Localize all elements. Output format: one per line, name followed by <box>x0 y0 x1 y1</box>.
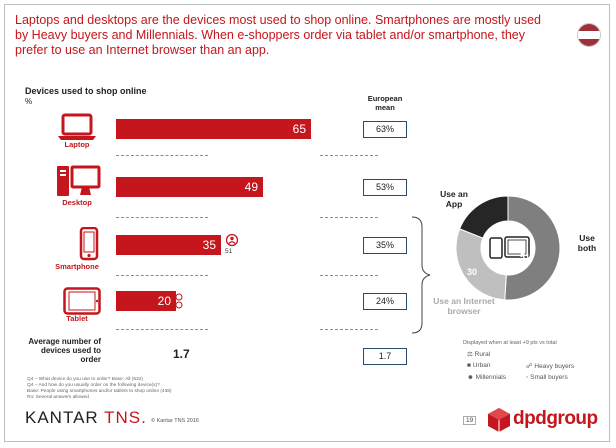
phone-tablet-icon <box>489 236 530 259</box>
headline: Laptops and desktops are the devices mos… <box>15 13 542 57</box>
dpd-logo: dpdgroup <box>513 408 598 429</box>
heavy-buyers-icon: ☍ <box>526 363 533 370</box>
dpd-cube-icon <box>488 408 510 432</box>
laptop-icon <box>58 113 96 140</box>
donut-value-both: 51 <box>520 252 531 262</box>
smartphone-sub-value: 51 <box>225 248 233 255</box>
copyright: © Kantar TNS 2016 <box>151 418 199 424</box>
slide: Laptops and desktops are the devices mos… <box>4 4 610 442</box>
device-label-laptop: Laptop <box>64 140 90 149</box>
separator <box>116 217 208 218</box>
smartphone-icon <box>79 227 99 261</box>
latvia-flag-icon <box>577 23 601 47</box>
page-number: 19 <box>463 416 477 425</box>
flag-band-top <box>578 24 600 32</box>
donut-slice-1 <box>455 228 507 301</box>
separator <box>320 155 378 156</box>
bar-value-label: 35 <box>202 238 216 252</box>
legend-heavy-buyers: ☍ Heavy buyers <box>526 363 575 370</box>
section-title: Devices used to shop online <box>25 86 147 96</box>
european-mean-header: European mean <box>367 94 403 112</box>
average-european-mean: 1.7 <box>363 348 407 365</box>
legend-caption: Displayed when at least +9 pts vs total <box>463 340 557 346</box>
footnotes: Q4 – What device do you use to order? Ba… <box>27 377 327 401</box>
device-label-smartphone: Smartphone <box>55 262 99 271</box>
device-label-desktop: Desktop <box>62 198 92 207</box>
donut-label-browser: Use an Internet browser <box>433 296 495 316</box>
donut-slice-0 <box>504 195 561 301</box>
bar-tablet: 20 <box>116 291 176 311</box>
separator <box>116 155 208 156</box>
flag-band-bottom <box>578 38 600 46</box>
millennials-indicator-icon <box>225 233 239 247</box>
donut-label-both: Use both <box>577 233 597 253</box>
european-mean-desktop: 53% <box>363 179 407 196</box>
donut-value-browser: 30 <box>467 267 478 277</box>
donut-chart <box>455 195 561 301</box>
european-mean-smartphone: 35% <box>363 237 407 254</box>
european-mean-laptop: 63% <box>363 121 407 138</box>
separator <box>320 275 378 276</box>
bar-desktop: 49 <box>116 177 263 197</box>
footnote-line: Ro: Several answers allowed <box>27 395 89 400</box>
separator <box>116 329 208 330</box>
separator <box>116 275 208 276</box>
bar-laptop: 65 <box>116 119 311 139</box>
separator <box>320 329 378 330</box>
donut-slice-2 <box>459 195 509 239</box>
tablet-indicator-icon <box>175 293 183 309</box>
legend-small-buyers: ◦ Small buyers <box>526 374 568 381</box>
bar-value-label: 65 <box>292 122 306 136</box>
european-mean-tablet: 24% <box>363 293 407 310</box>
bar-value-label: 20 <box>157 294 171 308</box>
tablet-icon <box>63 287 101 315</box>
legend-urban: ■ Urban <box>467 362 491 369</box>
donut-label-app: Use an App <box>440 189 468 209</box>
separator <box>320 217 378 218</box>
desktop-icon <box>57 165 101 196</box>
footnote-line: Base: People using smartphones and/or ta… <box>27 389 172 394</box>
footnote-line: Q4 – What device do you use to order? Ba… <box>27 377 143 382</box>
millennials-icon: ☻ <box>467 374 474 381</box>
rural-icon: ⚖ <box>467 351 473 358</box>
average-label: Average number of devices used to order <box>28 337 101 364</box>
flag-band-middle <box>578 31 600 39</box>
kantar-logo: KANTAR TNS. <box>25 408 147 427</box>
bar-smartphone: 35 <box>116 235 221 255</box>
small-buyers-icon: ◦ <box>526 374 529 381</box>
bar-value-label: 49 <box>244 180 258 194</box>
device-label-tablet: Tablet <box>66 314 88 323</box>
unit-label: % <box>25 97 33 106</box>
legend-rural: ⚖ Rural <box>467 351 491 358</box>
average-value: 1.7 <box>173 347 190 361</box>
legend-millennials: ☻ Millennials <box>467 374 507 381</box>
bracket-icon <box>411 216 431 334</box>
footnote-line: Q4 – And how do you usually order on the… <box>27 383 160 388</box>
urban-icon: ■ <box>467 362 471 369</box>
